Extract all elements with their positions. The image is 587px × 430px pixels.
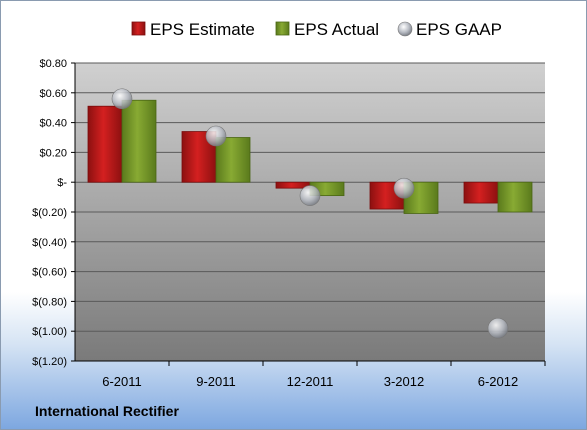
y-tick-label: $0.80 xyxy=(39,58,67,70)
x-tick-label: 6-2011 xyxy=(102,374,142,389)
x-tick-label: 9-2011 xyxy=(196,374,236,389)
bar-eps-actual xyxy=(497,181,533,213)
legend-marker-eps-gaap xyxy=(397,21,413,37)
point-eps-gaap xyxy=(393,177,415,199)
y-tick-label: $(1.20) xyxy=(32,356,67,368)
company-label: International Rectifier xyxy=(35,403,179,419)
x-tick-label: 3-2012 xyxy=(384,374,424,389)
legend-marker-eps-estimate xyxy=(131,21,146,36)
bar-eps-actual xyxy=(215,137,251,183)
point-eps-gaap xyxy=(205,125,227,147)
y-tick-label: $- xyxy=(57,177,67,189)
y-tick-label: $(0.60) xyxy=(32,267,67,279)
y-tick-label: $(0.20) xyxy=(32,207,67,219)
bar-eps-actual xyxy=(121,99,157,183)
legend-eps-estimate: EPS Estimate xyxy=(150,20,255,39)
y-tick-label: $0.20 xyxy=(39,147,67,159)
legend-marker-eps-actual xyxy=(275,21,290,36)
y-tick-label: $(0.80) xyxy=(32,296,67,308)
point-eps-gaap xyxy=(299,185,321,206)
y-tick-label: $0.40 xyxy=(39,118,67,130)
legend-eps-actual: EPS Actual xyxy=(294,20,379,39)
x-tick-label: 12-2011 xyxy=(287,374,334,389)
y-tick-label: $0.60 xyxy=(39,88,67,100)
legend-eps-gaap: EPS GAAP xyxy=(416,20,502,39)
point-eps-gaap xyxy=(111,88,133,110)
bar-eps-estimate xyxy=(463,181,499,204)
x-tick-label: 6-2012 xyxy=(478,374,518,389)
bar-eps-estimate xyxy=(87,105,123,183)
bar-eps-actual xyxy=(403,181,439,214)
y-tick-label: $(1.00) xyxy=(32,326,67,338)
y-tick-label: $(0.40) xyxy=(32,237,67,249)
point-eps-gaap xyxy=(487,317,509,339)
